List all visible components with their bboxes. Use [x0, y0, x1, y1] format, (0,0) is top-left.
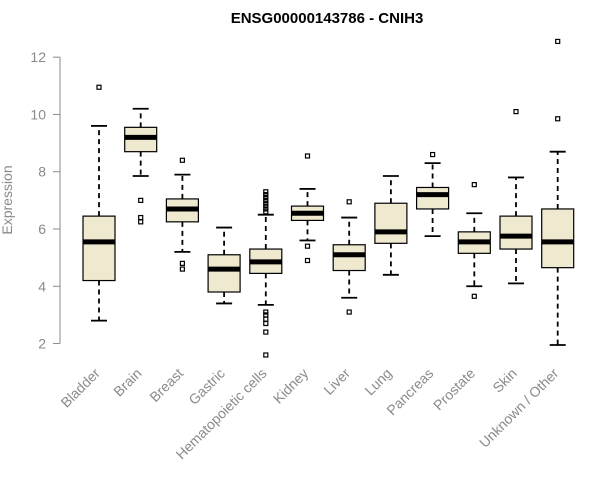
box-group — [124, 107, 158, 225]
box-group — [499, 108, 533, 285]
box-group — [374, 175, 408, 276]
outlier-point — [346, 199, 352, 205]
outlier-point — [263, 197, 269, 203]
chart-title: ENSG00000143786 - CNIH3 — [231, 10, 424, 27]
outlier-point — [263, 316, 269, 322]
outlier-point — [138, 214, 144, 221]
x-tick-label: Brain — [110, 365, 144, 399]
box-group — [290, 153, 325, 264]
outlier-point — [263, 309, 269, 315]
outlier-point — [263, 329, 269, 335]
box-group — [249, 189, 283, 358]
outlier-point — [304, 153, 311, 159]
outlier-point — [263, 320, 269, 327]
box-iqr — [332, 244, 366, 272]
outlier-point — [96, 84, 102, 90]
outlier-point — [263, 200, 269, 206]
outlier-point — [179, 260, 185, 266]
outlier-point — [263, 192, 269, 198]
x-tick-label: Breast — [146, 365, 186, 405]
outlier-point — [513, 108, 519, 115]
box-iqr — [416, 186, 450, 210]
x-tick-label: Skin — [489, 365, 520, 396]
y-tick-label: 10 — [30, 106, 46, 122]
outlier-point — [179, 266, 185, 272]
outlier-point — [263, 189, 269, 195]
y-tick-label: 4 — [38, 278, 46, 294]
outlier-point — [179, 157, 185, 163]
outlier-point — [471, 182, 477, 188]
box-group — [457, 182, 491, 299]
outlier-point — [346, 309, 352, 315]
outlier-point — [138, 197, 144, 203]
box-group — [541, 38, 575, 346]
box-group — [416, 151, 450, 238]
x-tick-label: Prostate — [430, 365, 478, 413]
x-tick-label: Unknown / Other — [476, 365, 562, 451]
y-tick-label: 8 — [38, 164, 46, 180]
box-group — [165, 157, 199, 272]
box-iqr — [207, 254, 241, 293]
outlier-point — [555, 38, 561, 45]
outlier-point — [138, 219, 144, 225]
outlier-point — [263, 203, 269, 209]
box-group — [82, 84, 116, 322]
outlier-point — [304, 257, 311, 264]
x-tick-label: Liver — [320, 365, 353, 398]
outlier-point — [304, 243, 311, 249]
outlier-point — [430, 151, 436, 158]
y-axis-label: Expression — [0, 165, 15, 234]
x-tick-label: Lung — [361, 365, 394, 398]
y-tick-label: 2 — [38, 336, 46, 352]
box-iqr — [82, 215, 116, 282]
box-iqr — [374, 202, 408, 244]
y-tick-label: 12 — [30, 49, 46, 65]
y-tick-label: 6 — [38, 221, 46, 237]
box-group — [207, 226, 241, 305]
outlier-point — [263, 194, 269, 201]
box-series — [82, 38, 575, 358]
box-iqr — [499, 215, 533, 250]
outlier-point — [263, 206, 269, 212]
outlier-point — [555, 116, 561, 122]
outlier-point — [263, 352, 269, 358]
box-group — [332, 199, 366, 315]
y-axis: 2 4 6 8 10 12 — [30, 49, 61, 352]
box-iqr — [541, 208, 575, 269]
x-tick-label: Bladder — [57, 365, 103, 411]
outlier-point — [263, 209, 269, 215]
outlier-point — [471, 293, 477, 299]
x-tick-label: Kidney — [270, 365, 312, 407]
